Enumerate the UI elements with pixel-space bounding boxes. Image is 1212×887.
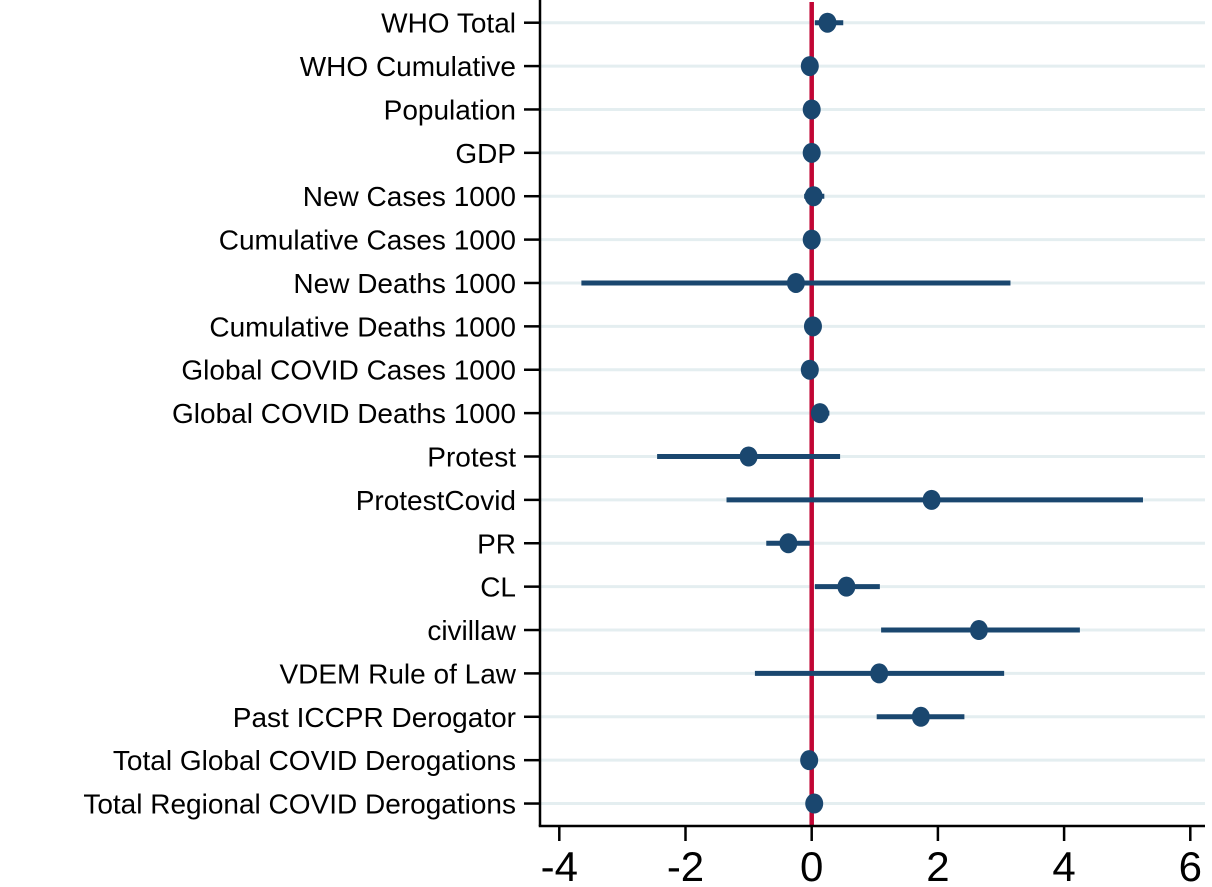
category-label: Global COVID Cases 1000 [181,355,516,386]
category-label: PR [477,528,516,559]
coefficient-dot [800,56,819,77]
coefficient-dot [800,750,819,771]
coefficient-dot [803,316,822,337]
coefficient-dot [800,359,819,380]
category-label: Global COVID Deaths 1000 [172,398,516,429]
category-label: CL [480,572,516,603]
x-tick-label: 2 [926,843,949,887]
x-tick-label: 6 [1179,843,1202,887]
coefficient-dot [779,533,798,554]
coefficient-dot [810,403,829,424]
x-tick-label: -4 [541,843,578,887]
category-label: Population [384,94,516,125]
category-label: Past ICCPR Derogator [233,702,516,733]
category-label: GDP [455,138,516,169]
category-label: New Cases 1000 [303,181,516,212]
category-label: Total Global COVID Derogations [113,745,516,776]
coefficient-dot [786,272,805,293]
coefficient-dot [911,706,930,727]
category-label: Protest [427,442,516,473]
x-tick-label: 0 [800,843,823,887]
coefficient-dot [739,446,758,467]
coefficient-dot [818,12,837,33]
category-label: civillaw [427,615,516,646]
coefficient-dot [837,576,856,597]
coefficient-dot [969,620,988,641]
category-label: WHO Cumulative [300,51,516,82]
category-label: ProtestCovid [356,485,516,516]
x-tick-label: -2 [667,843,704,887]
category-label: VDEM Rule of Law [279,658,516,689]
coefficient-dot [804,186,823,207]
x-tick-label: 4 [1052,843,1075,887]
coefficient-dot [802,229,821,250]
category-label: WHO Total [381,8,516,39]
coefficient-dot [922,489,941,510]
coefficient-dot [870,663,889,684]
coefficient-dot [802,142,821,163]
category-label: Cumulative Deaths 1000 [209,311,516,342]
coefficient-dot [802,99,821,120]
category-label: Total Regional COVID Derogations [83,789,516,820]
coefficient-dot [805,793,824,814]
category-label: New Deaths 1000 [293,268,516,299]
category-label: Cumulative Cases 1000 [219,225,516,256]
